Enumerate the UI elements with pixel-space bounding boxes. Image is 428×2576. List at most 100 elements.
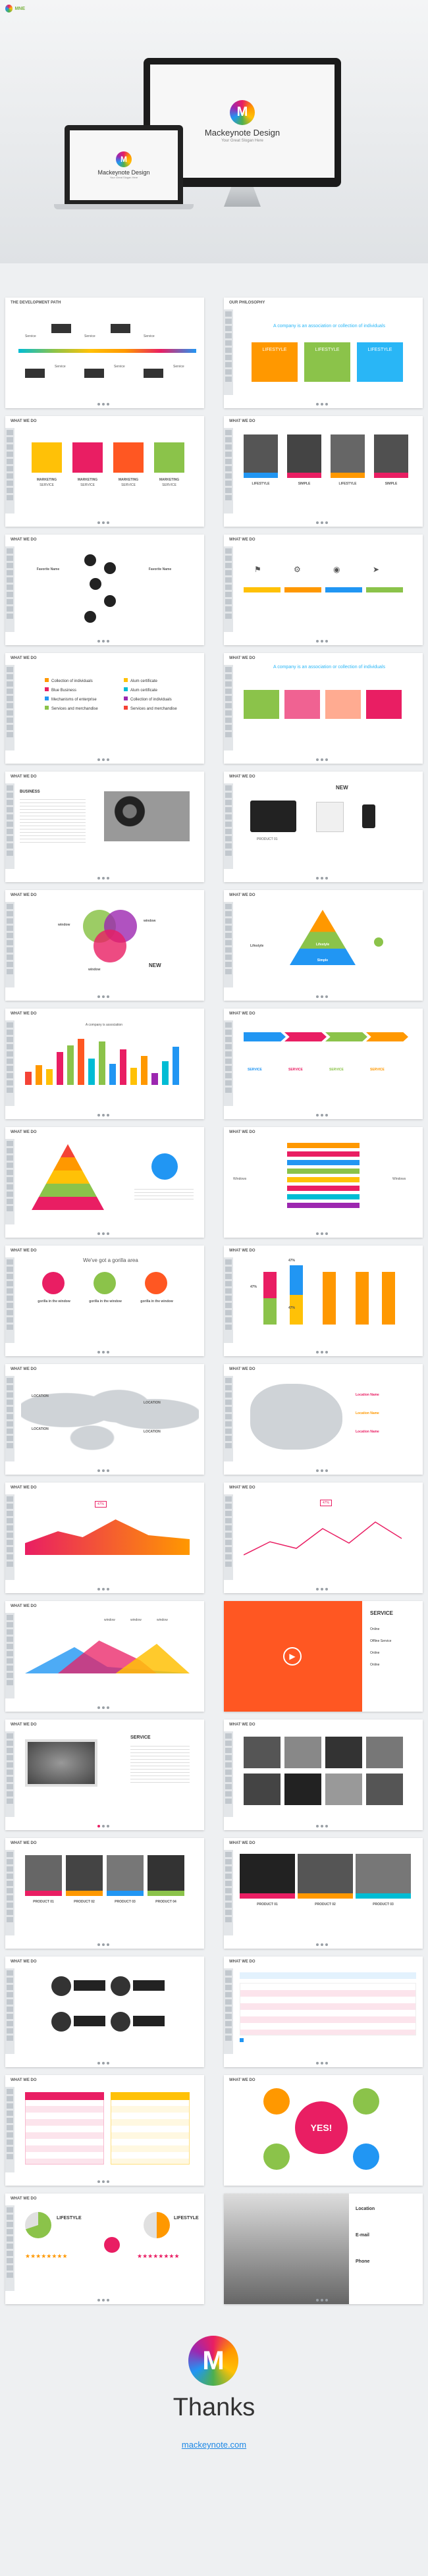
- slide-marketing-tiles[interactable]: WHAT WE DO MARKETING MARKETING MARKETING…: [5, 416, 204, 527]
- slide-contact[interactable]: Location E-mail Phone: [224, 2194, 423, 2304]
- bar: [130, 1068, 137, 1085]
- slide-icons-row[interactable]: WHAT WE DO ⚑ ⚙ ◉ ➤: [224, 535, 423, 645]
- timeline-box: [25, 369, 45, 378]
- list-item: Online: [370, 1627, 380, 1631]
- slide-dots: [316, 521, 331, 524]
- brand-logo[interactable]: MNE: [5, 4, 25, 13]
- product-photo: [240, 1854, 295, 1893]
- website-link[interactable]: mackeynote.com: [181, 2440, 247, 2450]
- slide-philosophy[interactable]: OUR PHILOSOPHY A company is an associati…: [224, 298, 423, 408]
- timeline-label: Service: [84, 334, 95, 338]
- product-photo: [107, 1855, 144, 1891]
- lifestyle-card[interactable]: LIFESTYLE: [357, 342, 403, 382]
- lifestyle-card[interactable]: LIFESTYLE: [252, 342, 298, 382]
- slide-list[interactable]: WHAT WE DO Collection of individuals Blu…: [5, 653, 204, 764]
- rainbow-pyramid: [32, 1144, 104, 1210]
- product-bar: [298, 1893, 353, 1899]
- product-label: PRODUCT 03: [373, 1903, 394, 1906]
- location-label: LOCATION: [32, 1427, 49, 1431]
- team-bar: [287, 473, 321, 478]
- section-title: SERVICE: [130, 1735, 151, 1740]
- slide-heading: OUR PHILOSOPHY: [229, 301, 265, 305]
- section-title: We've got a gorilla area: [83, 1257, 138, 1263]
- bar: [78, 1039, 84, 1085]
- stacked-bar: [323, 1272, 336, 1325]
- slide-heading: WHAT WE DO: [229, 2078, 255, 2082]
- slide-stacked-bars[interactable]: WHAT WE DO 47% 47% 47%: [224, 1246, 423, 1356]
- slide-pricing[interactable]: WHAT WE DO: [5, 2075, 204, 2186]
- tagline: A company is an association or collectio…: [273, 665, 386, 670]
- slide-table[interactable]: WHAT WE DO: [224, 1957, 423, 2067]
- slide-overlap-area[interactable]: WHAT WE DO window window window: [5, 1601, 204, 1712]
- slide-heading: WHAT WE DO: [229, 1367, 255, 1371]
- slide-development-path[interactable]: THE DEVELOPMENT PATH Service Service Ser…: [5, 298, 204, 408]
- new-label: NEW: [149, 962, 161, 968]
- slide-business[interactable]: WHAT WE DO BUSINESS: [5, 772, 204, 882]
- service-label: SERVICE: [370, 1068, 385, 1072]
- contact-label: E-mail: [356, 2233, 370, 2238]
- slide-circles-grid[interactable]: WHAT WE DO: [5, 1957, 204, 2067]
- sidebar: [224, 1850, 233, 1935]
- slide-lifestyle-ratings[interactable]: WHAT WE DO LIFESTYLE LIFESTYLE ★★★★★★★★ …: [5, 2194, 204, 2304]
- product-label: PRODUCT 01: [257, 1903, 278, 1906]
- slide-venn[interactable]: WHAT WE DO window window window NEW: [5, 890, 204, 1001]
- play-icon[interactable]: ▶: [283, 1647, 302, 1666]
- tile[interactable]: [325, 690, 361, 719]
- slide-country-map[interactable]: WHAT WE DO Location Name Location Name L…: [224, 1364, 423, 1475]
- product-bar: [107, 1891, 144, 1896]
- bar: [67, 1045, 74, 1085]
- lifestyle-card[interactable]: LIFESTYLE: [304, 342, 350, 382]
- slide-yes[interactable]: WHAT WE DO YES!: [224, 2075, 423, 2186]
- circle-icon: [111, 2012, 130, 2032]
- slide-video[interactable]: ▶ SERVICE Online Offline Service Online …: [224, 1601, 423, 1712]
- chart-title: A company is association: [85, 1023, 123, 1027]
- value-badge: 47%: [95, 1501, 107, 1508]
- slide-bar-chart[interactable]: WHAT WE DO A company is association: [5, 1009, 204, 1119]
- color-bar: [244, 587, 281, 592]
- sidebar: [5, 1257, 14, 1343]
- slide-arrows[interactable]: WHAT WE DO SERVICE SERVICE SERVICE SERVI…: [224, 1009, 423, 1119]
- slide-dials[interactable]: WHAT WE DO Favorite Name Favorite Name: [5, 535, 204, 645]
- slide-four-tiles[interactable]: WHAT WE DO A company is an association o…: [224, 653, 423, 764]
- arrow-step: [244, 1032, 286, 1041]
- sidebar: [5, 546, 14, 632]
- bar: [99, 1041, 105, 1085]
- slide-products-3[interactable]: WHAT WE DO PRODUCT 01 PRODUCT 02 PRODUCT…: [224, 1838, 423, 1949]
- laptop-subtitle: Your Great Slogan Here: [109, 176, 138, 179]
- tile-icon: [32, 442, 62, 473]
- yes-badge: YES!: [295, 2101, 348, 2154]
- slide-dots: [97, 1469, 112, 1472]
- bar: [173, 1047, 179, 1085]
- slide-devices[interactable]: WHAT WE DO NEW PRODUCT 01: [224, 772, 423, 882]
- location-label: LOCATION: [144, 1401, 161, 1405]
- sidebar: [224, 428, 233, 513]
- list-item: Alum certificate: [124, 686, 177, 695]
- sidebar: [5, 1731, 14, 1817]
- slide-area-chart[interactable]: WHAT WE DO 47%: [5, 1483, 204, 1593]
- slide-rainbow-pyramid[interactable]: WHAT WE DO: [5, 1127, 204, 1238]
- tile[interactable]: [284, 690, 320, 719]
- slide-team[interactable]: WHAT WE DO LIFESTYLE SIMPLE LIFESTYLE SI…: [224, 416, 423, 527]
- slide-gorilla[interactable]: WHAT WE DO We've got a gorilla area gori…: [5, 1246, 204, 1356]
- list-item: Services and merchandise: [124, 704, 177, 714]
- hero-title: Mackeynote Design: [204, 127, 281, 138]
- slide-photo-grid[interactable]: WHAT WE DO: [224, 1720, 423, 1830]
- body-text-lines: [130, 1743, 190, 1783]
- slide-line-chart[interactable]: WHAT WE DO 47%: [224, 1483, 423, 1593]
- color-bar: [366, 587, 403, 592]
- tile[interactable]: [366, 690, 402, 719]
- slide-progress-rows[interactable]: WHAT WE DO Windows Windows: [224, 1127, 423, 1238]
- progress-list: [287, 1143, 360, 1211]
- timeline-label: Service: [55, 365, 66, 369]
- table-body: [240, 1983, 416, 2036]
- tile[interactable]: [244, 690, 279, 719]
- slide-laptop-service[interactable]: WHAT WE DO SERVICE: [5, 1720, 204, 1830]
- slide-world-map[interactable]: WHAT WE DO LOCATION LOCATION LOCATION LO…: [5, 1364, 204, 1475]
- slide-heading: WHAT WE DO: [229, 775, 255, 779]
- slide-products-4[interactable]: WHAT WE DO PRODUCT 01 PRODUCT 02 PRODUCT…: [5, 1838, 204, 1949]
- list-item: Alum certificate: [124, 677, 177, 686]
- label-box: [133, 2016, 165, 2026]
- product-bar: [240, 1893, 295, 1899]
- slide-triangle[interactable]: WHAT WE DO Lifestyle Lifestyle Simple: [224, 890, 423, 1001]
- dial-icon: [84, 611, 96, 623]
